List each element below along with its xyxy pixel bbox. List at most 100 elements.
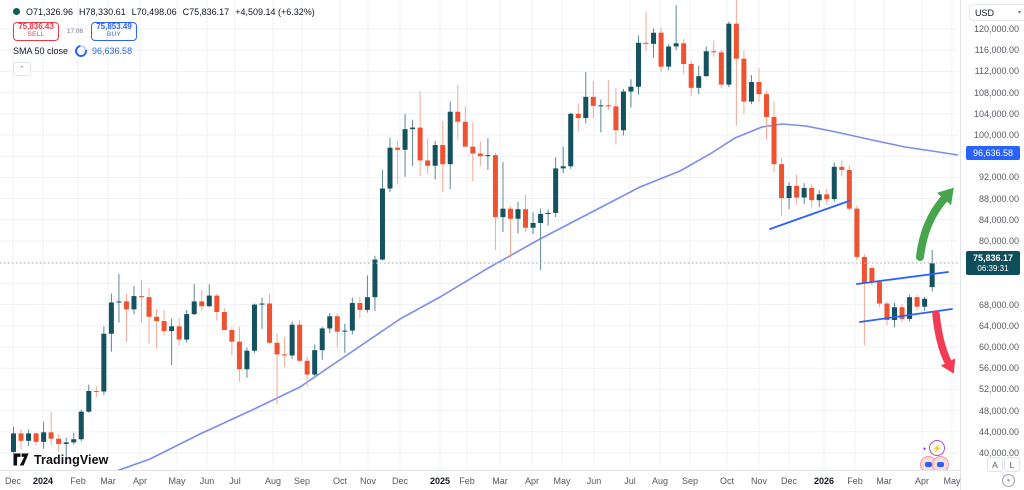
- price-tick-label: 80,000.00: [978, 236, 1019, 246]
- candle-body: [93, 390, 99, 392]
- ohlc-open: O71,326.96: [26, 6, 74, 17]
- candle-body: [116, 301, 122, 303]
- tradingview-logo[interactable]: TradingView: [13, 452, 109, 467]
- candle-body: [440, 145, 446, 165]
- candle-body: [229, 330, 235, 342]
- candle-body: [319, 328, 325, 351]
- candle-body: [628, 86, 634, 92]
- candle-body: [764, 94, 769, 117]
- candle-body: [560, 166, 566, 169]
- candle-body: [816, 194, 822, 201]
- price-tick-label: 56,000.00: [978, 363, 1019, 374]
- flash-reaction-badge[interactable]: ⚡: [929, 440, 945, 456]
- axis-settings-icon[interactable]: ●: [1002, 474, 1015, 487]
- candle-body: [846, 169, 852, 209]
- price-tick-label: 120,000.00: [973, 24, 1019, 34]
- sma-price-label: 96,636.58: [966, 145, 1020, 160]
- sell-button[interactable]: 75,836.43 SELL: [13, 21, 59, 41]
- log-scale-button[interactable]: L: [1004, 457, 1020, 472]
- time-tick-month: Oct: [719, 476, 734, 486]
- candle-body: [771, 116, 777, 165]
- candle-body: [297, 324, 303, 361]
- time-tick-month: Jul: [229, 476, 241, 486]
- candle-body: [809, 188, 815, 201]
- candle-body: [214, 295, 220, 313]
- candle-body: [500, 208, 506, 218]
- time-tick-month: Dec: [4, 476, 21, 486]
- candle-body: [545, 212, 551, 214]
- price-tick-label: 104,000.00: [973, 108, 1019, 119]
- buy-price: 75,853.49: [96, 22, 132, 32]
- candle-body: [854, 208, 860, 257]
- candle-body: [658, 32, 664, 67]
- price-tick-label: 88,000.00: [978, 193, 1019, 204]
- candle-body: [282, 354, 288, 356]
- tradingview-mark-icon: [13, 453, 29, 466]
- price-tick-label: 68,000.00: [978, 299, 1019, 310]
- time-tick-month: Apr: [914, 476, 929, 486]
- time-tick-month: Mar: [876, 476, 892, 486]
- price-axis[interactable]: USD ▾ 120,000.00 116,000.00 112,000.00 108,…: [960, 0, 1024, 490]
- bull-arrow: [916, 195, 948, 261]
- currency-selector[interactable]: USD ▾: [969, 4, 1024, 21]
- candle-body: [492, 155, 498, 218]
- candle-body: [176, 326, 182, 340]
- candle-body: [598, 105, 604, 107]
- time-tick-month: May: [553, 476, 571, 486]
- candle-body: [733, 23, 739, 59]
- time-tick-month: Mar: [100, 476, 116, 486]
- candle-body: [876, 281, 882, 304]
- candle-body: [635, 42, 641, 87]
- price-tick-label: 84,000.00: [978, 214, 1019, 225]
- auto-scale-button[interactable]: A: [987, 457, 1003, 472]
- trendline: [856, 271, 949, 285]
- candle-body: [206, 295, 212, 307]
- candle-body: [123, 301, 129, 310]
- candle-body: [590, 96, 596, 106]
- time-axis[interactable]: Dec 2024 Feb Mar Apr May Jun Jul Aug Sep Oct Nov Dec…: [0, 470, 961, 490]
- candle-body: [861, 256, 867, 283]
- ohlc-change: +4,509.14 (+6.32%): [235, 6, 315, 17]
- lightning-icon: ⚡: [932, 443, 942, 453]
- candle-body: [191, 301, 197, 315]
- candle-body: [651, 32, 657, 44]
- time-tick-month: Aug: [264, 476, 281, 486]
- candle-body: [568, 113, 574, 167]
- time-tick-month: Jun: [199, 476, 215, 486]
- legend-collapse-button[interactable]: ⌃: [13, 62, 31, 76]
- candle-body: [756, 82, 762, 95]
- trade-panel: 75,836.43 SELL 17.06 75,853.49 BUY: [13, 21, 321, 41]
- candle-body: [786, 185, 792, 199]
- candle-body: [184, 314, 190, 340]
- reaction-icon: [932, 456, 949, 473]
- time-tick-year: 2024: [32, 476, 54, 486]
- candle-body: [425, 160, 431, 166]
- candle-body: [312, 350, 318, 375]
- candle-body: [236, 341, 242, 370]
- time-tick-month: May: [943, 476, 961, 486]
- price-tick-label: 108,000.00: [973, 87, 1019, 98]
- price-chart-canvas[interactable]: [0, 0, 958, 470]
- time-tick-month: Aug: [651, 476, 668, 486]
- emoji-reactions-badge[interactable]: [920, 456, 950, 473]
- time-tick-month: Nov: [359, 476, 376, 486]
- candle-body: [26, 433, 32, 441]
- ohlc-close: C75,836.17: [182, 6, 230, 17]
- candle-body: [56, 438, 62, 444]
- time-tick-month: Jul: [624, 476, 636, 486]
- candle-body: [869, 268, 875, 282]
- candle-body: [794, 185, 800, 198]
- buy-button[interactable]: 75,853.49 BUY: [91, 21, 137, 41]
- candle-body: [101, 333, 107, 392]
- candle-body: [703, 51, 709, 77]
- indicator-row[interactable]: SMA 50 close 96,636.58: [13, 42, 321, 60]
- candle-body: [741, 58, 747, 102]
- time-tick-month: Apr: [524, 476, 539, 486]
- candle-body: [146, 297, 152, 317]
- candle-body: [914, 297, 920, 307]
- candle-body: [447, 111, 453, 165]
- time-tick-month: Feb: [847, 476, 863, 486]
- price-tick-label: 60,000.00: [978, 342, 1019, 352]
- price-tick-label: 52,000.00: [978, 384, 1019, 395]
